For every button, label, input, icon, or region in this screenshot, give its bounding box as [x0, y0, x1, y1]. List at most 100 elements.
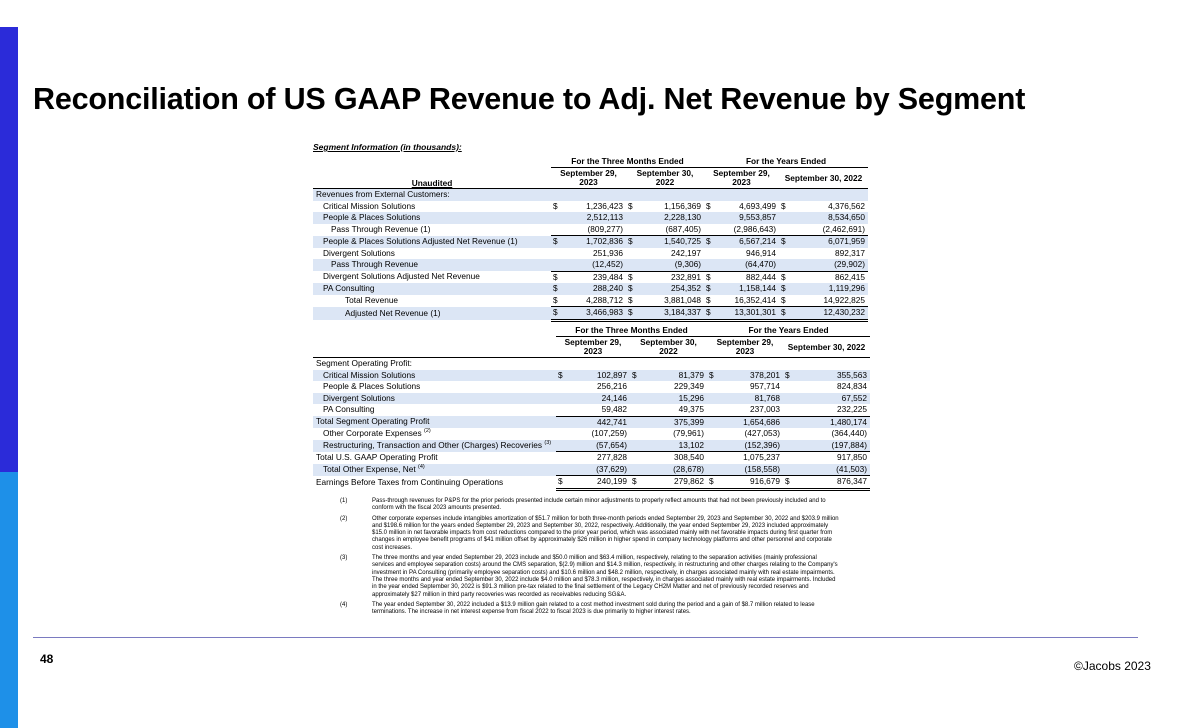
- row-label: People & Places Solutions: [313, 212, 551, 224]
- dollar-sign: [630, 428, 642, 440]
- table-row: People & Places Solutions 256,216 229,349 9…: [313, 381, 870, 393]
- footnote: (4) The year ended September 30, 2022 inc…: [340, 602, 840, 617]
- cell-value: 1,540,725: [638, 235, 704, 248]
- table-row: Total U.S. GAAP Operating Profit 277,828 3…: [313, 452, 870, 464]
- dollar-sign: [783, 428, 795, 440]
- cell-value: 13,301,301: [716, 306, 779, 322]
- dollar-sign: [556, 381, 568, 393]
- cell-value: 256,216: [597, 381, 627, 391]
- cell-value: 13,102: [642, 439, 707, 452]
- cell-value: 15,296: [642, 392, 707, 404]
- cell-value: 3,184,337: [638, 306, 704, 322]
- accent-bar-bottom: [0, 472, 18, 728]
- cell-value: 1,702,836: [563, 235, 626, 248]
- dollar-sign: $: [556, 475, 568, 491]
- cell-value: 1,236,423: [586, 200, 623, 211]
- dollar-sign: $: [626, 306, 638, 322]
- cell-value: (158,558): [719, 463, 783, 476]
- dollar-sign: [630, 452, 642, 464]
- cell-value: (64,470): [716, 259, 779, 272]
- dollar-sign: $: [553, 271, 558, 282]
- header-years: For the Years Ended: [704, 155, 868, 168]
- footnote: (2) Other corporate expenses include inta…: [340, 516, 840, 552]
- dollar-sign: [630, 439, 642, 452]
- dollar-sign: [783, 381, 795, 393]
- footnote-text: Pass-through revenues for P&PS for the p…: [372, 498, 826, 512]
- footnote-key: (1): [340, 498, 348, 504]
- cell-value: (107,259): [591, 428, 627, 438]
- dollar-sign: [704, 188, 716, 201]
- row-label: PA Consulting: [313, 283, 551, 295]
- dollar-sign: $: [704, 283, 716, 295]
- table-row: Total Other Expense, Net (4) (37,629) (28,…: [313, 463, 870, 476]
- operating-profit-table: For the Three Months Ended For the Years…: [313, 324, 870, 491]
- dollar-sign: [630, 404, 642, 417]
- cell-value: (427,053): [744, 428, 780, 438]
- row-label: Total Revenue: [345, 294, 399, 305]
- dollar-sign: [556, 392, 568, 404]
- cell-value: [795, 358, 870, 370]
- dollar-sign: $: [706, 200, 711, 211]
- cell-value: 862,415: [835, 271, 865, 282]
- cell-value: 49,375: [642, 404, 707, 417]
- cell-value: 102,897: [568, 369, 630, 381]
- cell-value: [642, 358, 707, 370]
- dollar-sign: [707, 439, 719, 452]
- table-row: Other Corporate Expenses (2) (107,259) (79…: [313, 428, 870, 440]
- cell-value: 4,693,499: [739, 200, 776, 211]
- cell-value: 67,552: [795, 392, 870, 404]
- dollar-sign: [556, 439, 568, 452]
- row-label: Divergent Solutions: [323, 247, 395, 258]
- row-label: Critical Mission Solutions: [323, 200, 416, 211]
- dollar-sign: [704, 248, 716, 260]
- row-label: Divergent Solutions Adjusted Net Revenue: [323, 271, 480, 282]
- cell-value: 2,228,130: [638, 212, 704, 224]
- dollar-sign: [783, 404, 795, 417]
- row-label: Total Other Expense, Net (4): [313, 463, 556, 476]
- cell-value: 375,399: [642, 416, 707, 428]
- cell-value: 81,768: [719, 392, 783, 404]
- dollar-sign: [626, 223, 638, 236]
- cell-value: 2,512,113: [563, 212, 626, 224]
- cell-value: 288,240: [563, 283, 626, 295]
- accent-bar-top: [0, 27, 18, 472]
- cell-value: 957,714: [750, 381, 780, 391]
- cell-value: 4,376,562: [828, 200, 865, 211]
- dollar-sign: [556, 416, 568, 428]
- col-header: September 29, 2023: [707, 336, 783, 358]
- dollar-sign: [779, 259, 791, 272]
- unaudited-label: Unaudited: [313, 167, 551, 189]
- cell-value: 277,828: [597, 452, 627, 462]
- dollar-sign: [707, 463, 719, 476]
- cell-value: 251,936: [593, 247, 623, 258]
- dollar-sign: [630, 416, 642, 428]
- cell-value: (41,503): [795, 463, 870, 476]
- cell-value: 8,534,650: [791, 212, 868, 224]
- dollar-sign: [779, 223, 791, 236]
- cell-value: 1,158,144: [716, 283, 779, 295]
- row-label: Earnings Before Taxes from Continuing Op…: [316, 476, 504, 487]
- table-row: Earnings Before Taxes from Continuing Op…: [313, 475, 870, 491]
- dollar-sign: [556, 404, 568, 417]
- cell-value: 1,119,296: [791, 283, 868, 295]
- cell-value: 81,379: [642, 369, 707, 381]
- dollar-sign: [707, 452, 719, 464]
- dollar-sign: [783, 392, 795, 404]
- cell-value: 892,317: [835, 247, 865, 258]
- dollar-sign: [707, 416, 719, 428]
- row-label: Segment Operating Profit:: [316, 358, 412, 368]
- cell-value: (809,277): [563, 223, 626, 236]
- cell-value: 12,430,232: [791, 306, 868, 322]
- dollar-sign: [551, 188, 563, 201]
- dollar-sign: [707, 358, 719, 370]
- dollar-sign: $: [779, 283, 791, 295]
- footnote-key: (3): [340, 555, 348, 562]
- cell-value: (57,654): [568, 439, 630, 452]
- dollar-sign: $: [628, 271, 633, 282]
- dollar-sign: [556, 463, 568, 476]
- footnote-text: Other corporate expenses include intangi…: [372, 515, 839, 551]
- row-label: Revenues from External Customers:: [313, 188, 551, 201]
- dollar-sign: [707, 392, 719, 404]
- cell-value: (37,629): [568, 463, 630, 476]
- cell-value: [716, 188, 779, 201]
